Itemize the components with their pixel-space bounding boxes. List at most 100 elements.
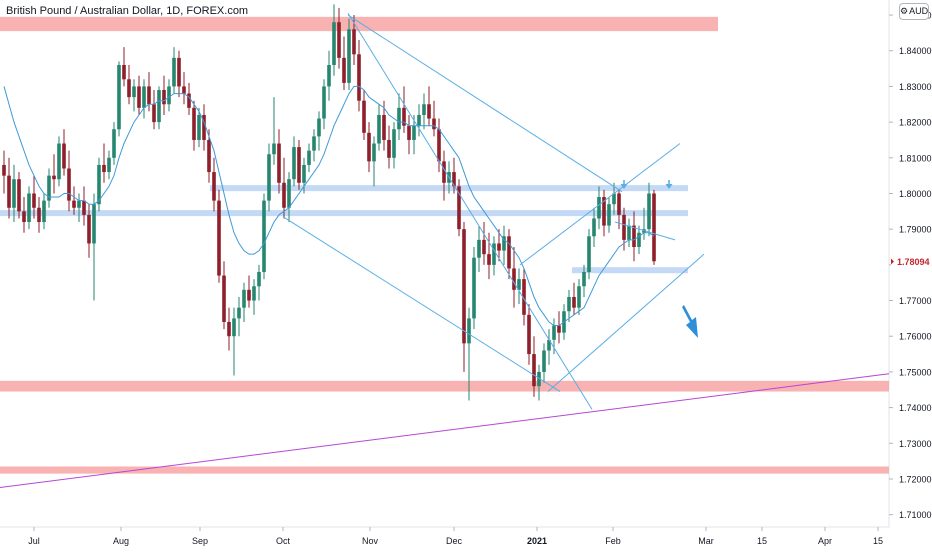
price-tick-label: 1.75000 xyxy=(899,367,932,377)
candle xyxy=(362,100,366,133)
candle xyxy=(277,143,281,183)
candle xyxy=(397,107,401,130)
candle xyxy=(12,179,16,208)
candle xyxy=(387,139,391,158)
candle xyxy=(237,307,241,319)
candle xyxy=(112,129,116,158)
chart-title: British Pound / Australian Dollar, 1D, F… xyxy=(6,5,249,17)
candle xyxy=(217,200,221,276)
candle xyxy=(422,104,426,115)
time-tick-label: Jul xyxy=(28,536,40,546)
candle xyxy=(342,57,346,83)
price-tick-label: 1.81000 xyxy=(899,153,932,163)
candle xyxy=(417,114,421,126)
candle xyxy=(437,129,441,162)
candle xyxy=(462,229,466,344)
candle xyxy=(592,218,596,237)
price-tick-label: 1.79000 xyxy=(899,225,932,235)
candle xyxy=(287,179,291,208)
candle xyxy=(37,207,41,223)
candle xyxy=(17,179,21,212)
candle xyxy=(177,57,181,87)
candle xyxy=(72,200,76,208)
candle xyxy=(452,172,456,187)
candle xyxy=(62,143,66,169)
candle xyxy=(622,214,626,240)
currency-label: AUD xyxy=(909,6,929,16)
candle xyxy=(292,147,296,180)
candle xyxy=(47,175,51,201)
candle xyxy=(312,136,316,151)
price-tick-label: 1.83000 xyxy=(899,82,932,92)
candle xyxy=(492,243,496,265)
candle xyxy=(22,211,26,223)
price-tick-label: 1.72000 xyxy=(899,474,932,484)
candle xyxy=(567,296,571,312)
candle xyxy=(132,86,136,98)
candle xyxy=(232,318,236,337)
time-tick-label: 15 xyxy=(757,536,767,546)
candle xyxy=(7,175,11,208)
candle xyxy=(322,86,326,119)
gear-icon: ⚙ xyxy=(900,6,909,16)
candle xyxy=(227,321,231,337)
candle xyxy=(157,89,161,123)
candle xyxy=(482,239,486,255)
candle xyxy=(212,172,216,201)
candle xyxy=(162,89,166,105)
candle xyxy=(167,86,171,105)
time-tick-label: Oct xyxy=(276,536,291,546)
time-tick-label: Feb xyxy=(605,536,621,546)
candle xyxy=(222,275,226,322)
candle xyxy=(192,107,196,140)
candle xyxy=(307,150,311,165)
candle xyxy=(27,193,31,223)
candle xyxy=(522,279,526,315)
candle xyxy=(202,114,206,140)
candle xyxy=(197,114,201,140)
candle xyxy=(187,93,191,108)
candle xyxy=(617,193,621,215)
candle xyxy=(377,114,381,144)
candle xyxy=(612,193,616,205)
candle xyxy=(652,193,656,262)
candle xyxy=(587,236,591,272)
candle xyxy=(472,257,476,319)
candle xyxy=(412,125,416,140)
time-tick-label: 2021 xyxy=(527,536,547,546)
candle xyxy=(347,29,351,83)
candle xyxy=(127,79,131,98)
candle xyxy=(107,157,111,173)
candle xyxy=(337,22,341,58)
candle xyxy=(477,239,481,258)
candle xyxy=(427,104,431,119)
candle xyxy=(152,104,156,123)
candle xyxy=(602,197,606,226)
last-price-bg xyxy=(891,254,932,269)
candle xyxy=(302,164,306,183)
support-level xyxy=(0,210,688,217)
resistance-zones xyxy=(0,16,889,474)
candle xyxy=(487,254,491,265)
candle xyxy=(2,164,6,176)
channel-trendline xyxy=(519,143,681,266)
price-tick-label: 1.76000 xyxy=(899,332,932,342)
time-tick-label: Apr xyxy=(818,536,832,546)
candle xyxy=(57,143,61,180)
candle xyxy=(392,129,396,158)
channel-trendline xyxy=(347,13,593,410)
candle xyxy=(32,193,36,208)
currency-selector[interactable]: ⚙AUD xyxy=(899,3,929,20)
candle xyxy=(172,57,176,87)
horizontal-levels xyxy=(0,185,688,274)
resistance-zone xyxy=(0,380,889,392)
price-axis: 1.850001.840001.830001.820001.810001.800… xyxy=(889,11,932,520)
down-marker-icon xyxy=(665,180,673,189)
resistance-zone xyxy=(0,16,718,32)
candle xyxy=(532,354,536,387)
candle xyxy=(137,86,141,108)
time-tick-label: Dec xyxy=(446,536,463,546)
candle xyxy=(77,200,81,208)
